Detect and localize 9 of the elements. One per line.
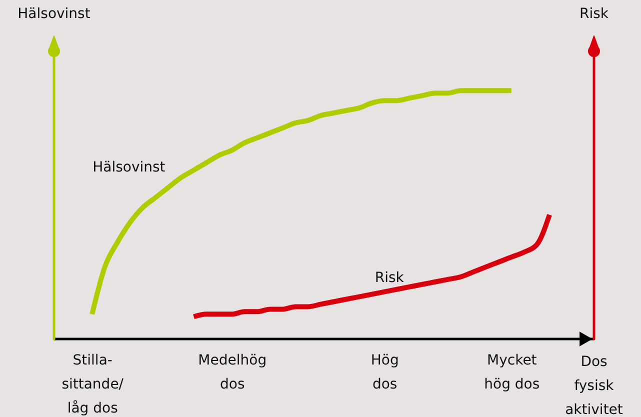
series-label: Hälsovinst [92,159,166,176]
x-tick-label: Medelhög dos [198,352,267,392]
y-axis-title: Hälsovinst [18,6,91,22]
x-tick-label: Hög dos [370,352,399,392]
x-tick-label: Mycket hög dos [484,352,540,392]
x-tick-label: Stilla- sittande/ låg dos [62,352,124,416]
y2-axis-title: Risk [579,6,610,22]
x-axis-title: Dos fysisk aktivitet [565,354,624,417]
series-label: Risk [374,270,405,286]
